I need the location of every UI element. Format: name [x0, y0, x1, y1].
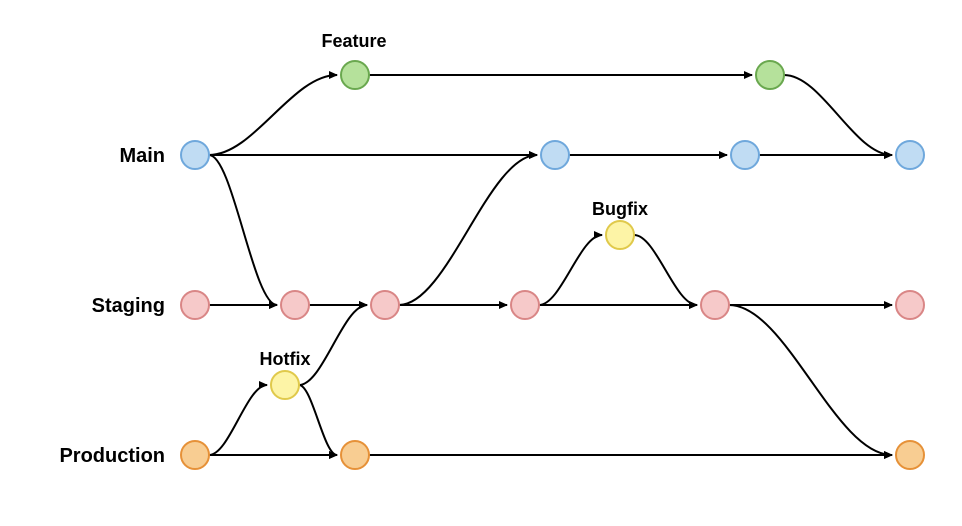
lane-label-main: Main [119, 145, 165, 167]
edge-s5-p3 [729, 305, 892, 455]
lane-label-bugfix: Bugfix [592, 199, 648, 219]
commit-node-m1 [181, 141, 209, 169]
commit-node-m3 [731, 141, 759, 169]
commit-node-p3 [896, 441, 924, 469]
commit-node-m2 [541, 141, 569, 169]
commit-node-f1 [341, 61, 369, 89]
commit-node-s2 [281, 291, 309, 319]
edge-b1-s5 [634, 235, 697, 305]
edge-m1-s2 [209, 155, 277, 305]
edge-p1-h1 [209, 385, 267, 455]
commit-node-p1 [181, 441, 209, 469]
labels-layer: Feature Main Bugfix Staging Hotfix Production [59, 31, 648, 467]
nodes-layer [181, 61, 924, 469]
commit-node-f2 [756, 61, 784, 89]
lane-label-staging: Staging [92, 295, 165, 317]
lane-label-feature: Feature [321, 31, 386, 51]
commit-node-s1 [181, 291, 209, 319]
lane-label-production: Production [59, 445, 165, 467]
edge-s4-b1 [539, 235, 602, 305]
edge-f2-m4 [784, 75, 892, 155]
commit-node-s3 [371, 291, 399, 319]
commit-node-s6 [896, 291, 924, 319]
edge-s3-m2 [399, 155, 537, 305]
commit-node-p2 [341, 441, 369, 469]
commit-node-m4 [896, 141, 924, 169]
lane-label-hotfix: Hotfix [260, 349, 311, 369]
commit-node-h1 [271, 371, 299, 399]
edge-m1-f1 [209, 75, 337, 155]
edge-h1-s3 [299, 305, 367, 385]
commit-node-s5 [701, 291, 729, 319]
commit-node-b1 [606, 221, 634, 249]
edge-h1-p2 [299, 385, 337, 455]
edges-layer [209, 75, 892, 455]
commit-node-s4 [511, 291, 539, 319]
git-branch-diagram: Feature Main Bugfix Staging Hotfix Production [0, 0, 962, 526]
